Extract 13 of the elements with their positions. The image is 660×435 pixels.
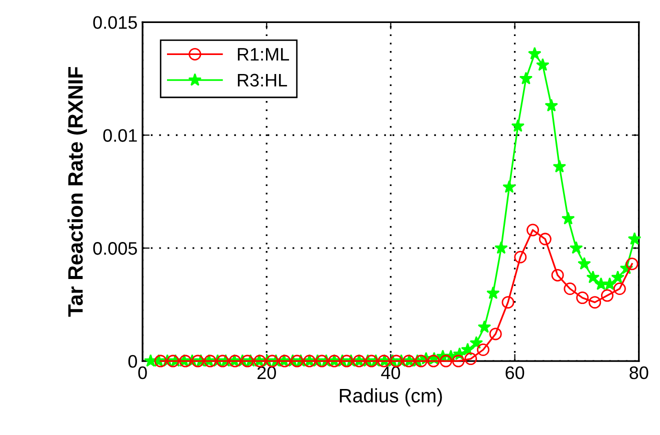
x-tick-label: 20 — [258, 366, 276, 380]
x-tick-label: 60 — [506, 366, 524, 380]
y-tick-label: 0 — [128, 354, 137, 368]
legend-label: R1:ML — [238, 48, 290, 61]
x-axis-title: Radius (cm) — [340, 388, 442, 406]
legend-label: R3:HL — [238, 74, 288, 87]
x-tick-label: 40 — [381, 366, 400, 380]
y-tick-label: 0.01 — [103, 129, 137, 142]
x-tick-label: 0 — [138, 366, 147, 380]
y-axis-title: Tar Reaction Rate (RXNIF — [68, 66, 87, 317]
x-tick-label: 80 — [630, 366, 648, 380]
y-tick-label: 0.015 — [93, 16, 137, 29]
y-tick-label: 0.005 — [93, 242, 137, 255]
